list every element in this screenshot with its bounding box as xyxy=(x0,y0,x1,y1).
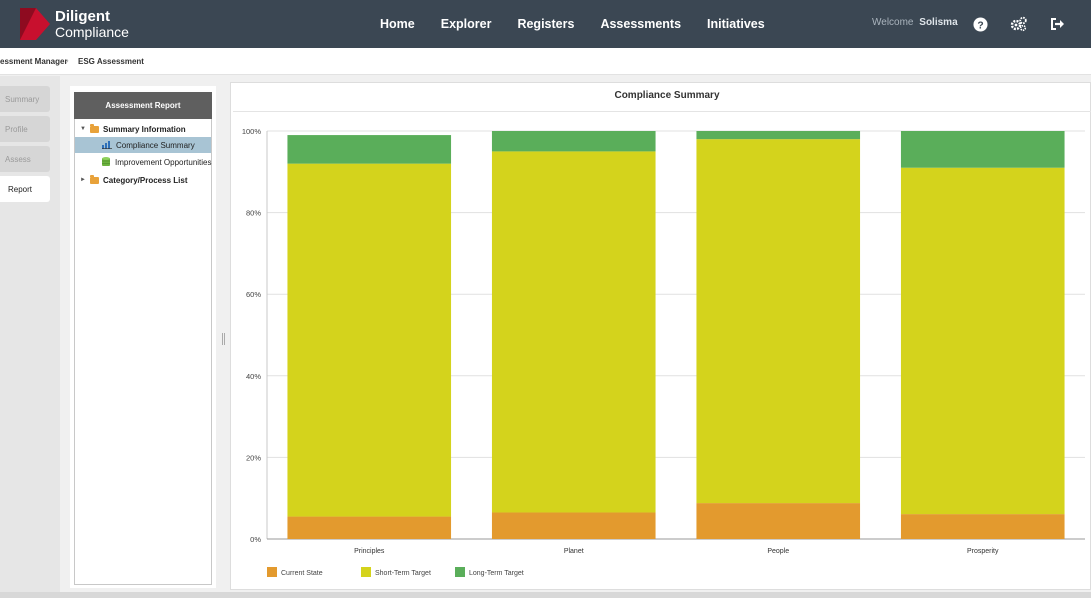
legend-label: Short-Term Target xyxy=(375,570,431,577)
bar-short-term-target-planet xyxy=(491,151,656,513)
bar-short-term-target-prosperity xyxy=(900,167,1065,515)
bar-long-term-target-planet xyxy=(491,131,656,152)
bar-long-term-target-principles xyxy=(287,135,452,164)
x-tick-label: Planet xyxy=(564,548,584,555)
bar-current-state-prosperity xyxy=(900,514,1065,539)
step-profile[interactable]: Profile xyxy=(0,116,50,142)
welcome-text: Welcome Solisma xyxy=(872,17,958,28)
legend-swatch xyxy=(267,567,277,577)
bar-current-state-planet xyxy=(491,512,656,539)
diligent-logo-icon xyxy=(20,8,50,40)
bar-short-term-target-people xyxy=(696,139,861,504)
bar-long-term-target-people xyxy=(696,131,861,140)
tree-node-label: Category/Process List xyxy=(103,175,188,185)
chart-area: 0% 20% 40% 60% 80% 100% Principles Planet People… xyxy=(233,111,1091,589)
bar-current-state-principles xyxy=(287,516,452,539)
tree-header: Assessment Report xyxy=(74,92,212,119)
tree-node-summary-information[interactable]: ▼ Summary Information xyxy=(80,121,186,137)
y-tick-label: 20% xyxy=(246,453,261,462)
stacked-bar-chart: 0% 20% 40% 60% 80% 100% Principles Planet People… xyxy=(242,127,1085,577)
help-icon[interactable]: ? xyxy=(970,14,990,34)
tree-node-category-process-list[interactable]: ► Category/Process List xyxy=(80,172,187,188)
settings-gears-icon[interactable] xyxy=(1009,14,1029,34)
nav-explorer[interactable]: Explorer xyxy=(440,17,492,31)
brand-product: Compliance xyxy=(55,24,129,40)
bar-short-term-target-principles xyxy=(287,163,452,517)
logout-icon[interactable] xyxy=(1047,14,1067,34)
tree-node-label: Compliance Summary xyxy=(116,140,195,150)
bar-current-state-people xyxy=(696,503,861,539)
report-tree-panel: Assessment Report ▼ Summary Information … xyxy=(70,86,216,588)
collapse-triangle-icon[interactable]: ► xyxy=(80,177,86,183)
nav-home[interactable]: Home xyxy=(380,17,415,31)
legend-label: Long-Term Target xyxy=(469,570,524,577)
tree-node-label: Summary Information xyxy=(103,124,186,134)
assessment-steps: Summary Profile Assess Report xyxy=(0,76,60,592)
breadcrumb-assessment-manager[interactable]: essment Manager xyxy=(0,57,68,66)
svg-text:?: ? xyxy=(977,20,983,31)
compliance-summary-panel: Compliance Summary 0% 20% 40% 60% 80% 100% Pri… xyxy=(230,82,1091,590)
step-assess[interactable]: Assess xyxy=(0,146,50,172)
y-tick-label: 0% xyxy=(250,535,261,544)
main-nav: Home Explorer Registers Assessments Init… xyxy=(380,0,791,48)
top-navigation-bar: Diligent Compliance Home Explorer Regist… xyxy=(0,0,1091,48)
bottom-border xyxy=(0,592,1091,598)
panel-resize-handle[interactable] xyxy=(222,333,225,345)
user-name[interactable]: Solisma xyxy=(919,17,958,28)
tree-node-label: Improvement Opportunities xyxy=(115,157,212,167)
breadcrumb-esg-assessment: ESG Assessment xyxy=(78,57,144,66)
x-tick-label: Prosperity xyxy=(967,548,999,555)
x-tick-label: People xyxy=(767,548,789,555)
chart-title: Compliance Summary xyxy=(614,90,720,101)
folder-icon xyxy=(90,174,99,184)
step-report[interactable]: Report xyxy=(0,176,50,202)
nav-assessments[interactable]: Assessments xyxy=(600,17,682,31)
brand-name: Diligent xyxy=(55,8,110,25)
nav-initiatives[interactable]: Initiatives xyxy=(707,17,765,31)
step-summary[interactable]: Summary xyxy=(0,86,50,112)
bar-long-term-target-prosperity xyxy=(900,131,1065,168)
legend-swatch xyxy=(361,567,371,577)
expand-triangle-icon[interactable]: ▼ xyxy=(80,126,86,132)
legend-label: Current State xyxy=(281,570,323,577)
database-icon xyxy=(102,157,110,166)
y-tick-label: 40% xyxy=(246,372,261,381)
welcome-label: Welcome xyxy=(872,17,914,28)
folder-open-icon xyxy=(90,123,99,133)
x-tick-label: Principles xyxy=(354,548,385,555)
tree-node-improvement-opportunities[interactable]: Improvement Opportunities xyxy=(102,154,212,170)
breadcrumb: essment Manager › ESG Assessment xyxy=(0,48,1091,75)
tree-body: ▼ Summary Information Compliance Summary… xyxy=(74,119,212,585)
y-tick-label: 80% xyxy=(246,209,261,218)
bar-chart-icon xyxy=(102,141,112,149)
y-tick-label: 100% xyxy=(242,127,262,136)
breadcrumb-separator: › xyxy=(66,56,69,65)
nav-registers[interactable]: Registers xyxy=(517,17,575,31)
legend-swatch xyxy=(455,567,465,577)
y-tick-label: 60% xyxy=(246,290,261,299)
tree-node-compliance-summary[interactable]: Compliance Summary xyxy=(75,137,211,153)
